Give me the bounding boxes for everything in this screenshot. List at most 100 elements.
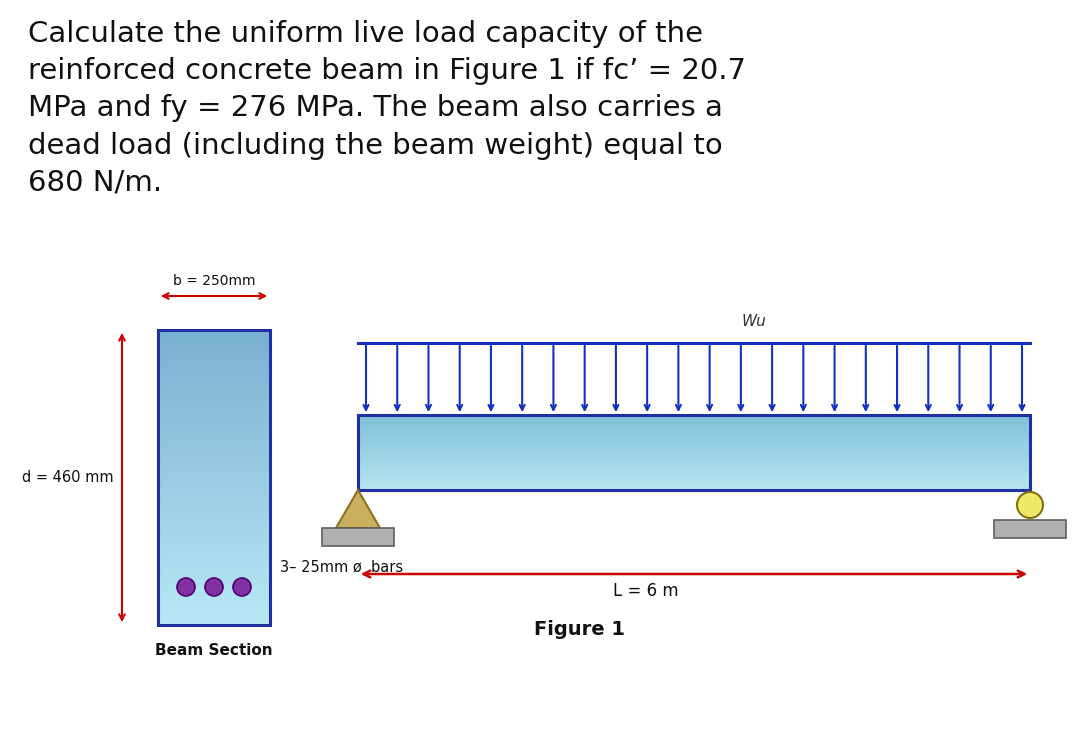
Bar — [158, 551, 270, 555]
Bar — [158, 521, 270, 525]
Bar — [357, 431, 1030, 432]
Bar — [158, 484, 270, 488]
Bar — [158, 385, 270, 389]
Bar — [357, 452, 1030, 454]
Bar — [357, 415, 1030, 490]
Bar — [357, 442, 1030, 443]
Bar — [158, 370, 270, 374]
Bar — [158, 510, 270, 514]
Circle shape — [205, 578, 222, 596]
Bar — [158, 422, 270, 426]
Text: 3– 25mm ø  bars: 3– 25mm ø bars — [280, 559, 403, 574]
Bar — [357, 454, 1030, 456]
Bar — [357, 457, 1030, 459]
Text: b = 250mm: b = 250mm — [173, 274, 255, 288]
Bar — [158, 621, 270, 625]
Bar — [158, 469, 270, 474]
Bar — [158, 558, 270, 562]
Bar — [357, 449, 1030, 450]
Bar — [158, 517, 270, 522]
Bar — [357, 473, 1030, 475]
Bar — [357, 427, 1030, 429]
Text: Beam Section: Beam Section — [156, 643, 273, 658]
Bar — [158, 584, 270, 588]
Bar — [357, 460, 1030, 463]
Bar — [158, 378, 270, 381]
Bar — [357, 437, 1030, 439]
Bar — [158, 403, 270, 407]
Bar — [158, 411, 270, 415]
Bar — [158, 525, 270, 529]
Bar — [158, 400, 270, 403]
Bar — [357, 469, 1030, 471]
Bar — [357, 428, 1030, 430]
Bar — [158, 506, 270, 511]
Bar — [158, 602, 270, 607]
Bar — [158, 396, 270, 400]
Bar — [158, 426, 270, 429]
Bar — [158, 595, 270, 599]
Bar — [357, 440, 1030, 443]
Bar — [357, 429, 1030, 432]
Bar — [357, 485, 1030, 486]
Bar — [357, 451, 1030, 452]
Bar — [158, 337, 270, 341]
Bar — [158, 330, 270, 334]
Bar — [158, 613, 270, 618]
Bar — [357, 432, 1030, 434]
Bar — [158, 573, 270, 577]
Bar — [357, 443, 1030, 445]
Bar — [158, 429, 270, 433]
Bar — [158, 374, 270, 378]
Bar — [158, 444, 270, 448]
Bar — [158, 569, 270, 573]
Bar — [357, 447, 1030, 449]
Bar — [357, 466, 1030, 468]
Bar — [158, 333, 270, 338]
Bar — [158, 466, 270, 470]
Bar — [158, 381, 270, 385]
Bar — [357, 462, 1030, 464]
Bar — [357, 467, 1030, 469]
Bar — [357, 435, 1030, 436]
Bar — [158, 348, 270, 352]
Bar — [158, 463, 270, 466]
Bar — [357, 471, 1030, 472]
Bar — [158, 499, 270, 503]
Bar — [357, 417, 1030, 419]
Bar — [357, 449, 1030, 452]
Bar — [158, 359, 270, 363]
Bar — [158, 367, 270, 370]
Bar — [158, 617, 270, 621]
Bar — [158, 591, 270, 596]
Bar — [357, 463, 1030, 465]
Bar — [357, 478, 1030, 480]
Bar — [357, 433, 1030, 435]
Bar — [158, 480, 270, 485]
Text: Wu: Wu — [742, 314, 767, 329]
Bar — [357, 440, 1030, 441]
Bar — [357, 481, 1030, 483]
Bar — [158, 440, 270, 444]
Bar — [357, 465, 1030, 466]
Bar — [158, 418, 270, 422]
Bar — [158, 407, 270, 411]
Bar — [357, 480, 1030, 481]
Bar — [158, 514, 270, 518]
Circle shape — [233, 578, 251, 596]
Bar — [357, 423, 1030, 425]
Bar — [357, 446, 1030, 448]
Bar — [158, 392, 270, 396]
Bar — [158, 355, 270, 359]
Bar — [357, 426, 1030, 427]
Bar — [158, 606, 270, 610]
Bar — [158, 565, 270, 570]
Bar — [322, 528, 394, 546]
Bar — [158, 532, 270, 537]
Bar — [158, 495, 270, 500]
Bar — [158, 503, 270, 507]
Bar — [357, 460, 1030, 461]
Bar — [158, 547, 270, 551]
Bar — [357, 487, 1030, 488]
Bar — [357, 415, 1030, 416]
